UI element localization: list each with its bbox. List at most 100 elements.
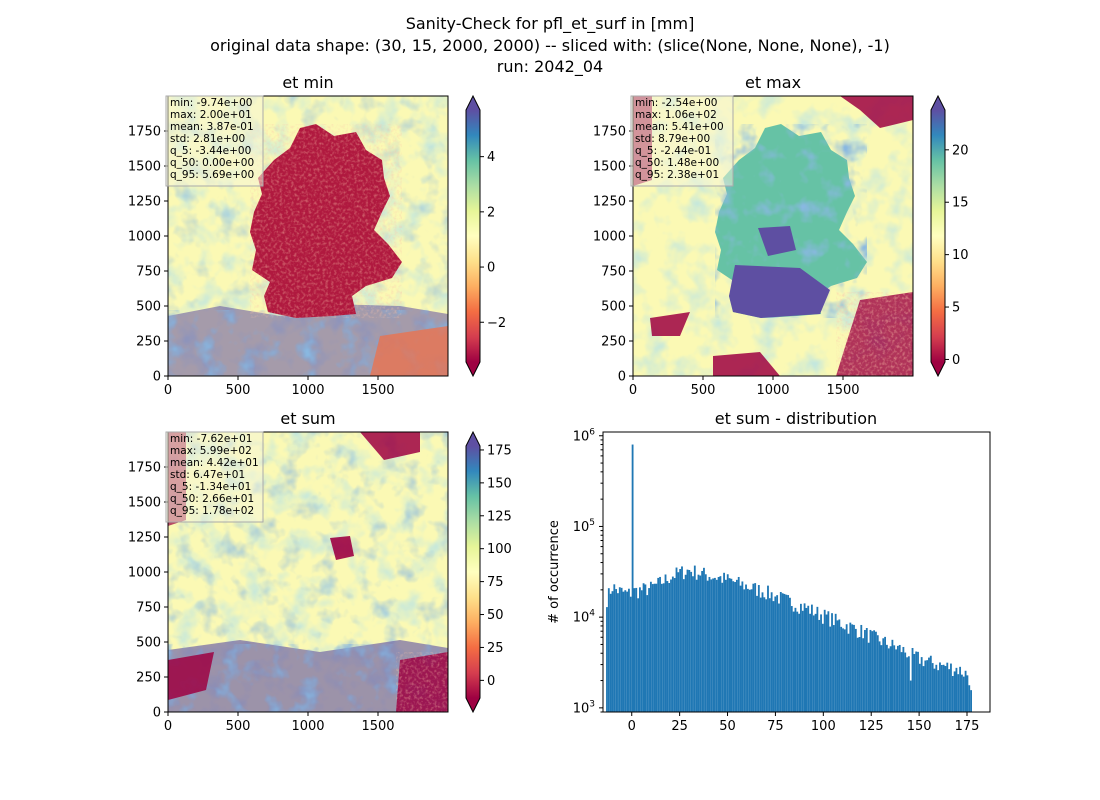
histogram-bar: [946, 662, 949, 712]
x-tick-label: 50: [719, 719, 736, 734]
histogram-bar: [668, 583, 671, 712]
histogram-bar: [875, 631, 877, 712]
x-tick-label: 500: [691, 383, 716, 398]
histogram-bar: [825, 614, 828, 712]
histogram-bar: [768, 598, 771, 712]
histogram-bar: [933, 668, 936, 712]
y-tick-label: 500: [136, 300, 161, 315]
histogram-bar: [783, 593, 786, 712]
y-tick-label: 0: [153, 706, 161, 721]
y-tick-label: 1250: [128, 531, 161, 546]
histogram-bar: [613, 584, 616, 712]
histogram-bar: [734, 582, 736, 712]
stat-mean: mean: 4.42e+01: [170, 457, 259, 469]
y-tick-label: 0: [153, 370, 161, 385]
axis-ticks: 0 500 1000 1500 0 250 500 750 1000 1250 1500 1750: [128, 461, 395, 735]
colorbar-extend-max: [466, 432, 480, 446]
colorbar-extend-min: [466, 698, 480, 712]
y-tick-label: 1000: [128, 230, 161, 245]
histogram-bar: [968, 685, 971, 712]
histogram-bar: [637, 598, 639, 712]
histogram-bar: [900, 652, 903, 712]
histogram-bar: [840, 626, 843, 712]
histogram-bar: [662, 583, 665, 712]
histogram-bar: [873, 630, 876, 712]
histogram-bar: [779, 591, 782, 712]
colorbar-extend-max: [931, 96, 945, 110]
histogram-bar: [657, 577, 660, 712]
histogram-bar: [896, 645, 899, 712]
histogram-bar: [911, 647, 914, 712]
y-tick-label: 1000: [593, 230, 626, 245]
panel-et-sum-distribution: et sum - distribution 0 25 50 75 100 125 150 17…: [547, 409, 991, 734]
histogram-bar: [706, 580, 709, 712]
x-tick-label: 0: [628, 719, 636, 734]
colorbar-extend-min: [466, 362, 480, 376]
histogram-bar: [735, 579, 738, 712]
colorbar-tick-label: 50: [487, 608, 504, 623]
histogram-bar: [677, 572, 680, 712]
histogram-bar: [920, 657, 923, 712]
histogram-bar: [717, 577, 720, 712]
histogram-bar: [860, 624, 863, 712]
x-tick-label: 150: [907, 719, 932, 734]
x-tick-label: 25: [671, 719, 688, 734]
histogram-bar: [781, 593, 784, 712]
histogram-bar: [664, 574, 667, 712]
y-tick-label: 750: [136, 265, 161, 280]
histogram-bar: [845, 624, 848, 712]
histogram-bar: [682, 579, 685, 712]
colorbar-tick-label: 175: [487, 443, 512, 458]
histogram-bar: [778, 603, 780, 712]
colorbar-gradient: [931, 110, 945, 362]
histogram-bar: [789, 597, 791, 712]
histogram-bar: [798, 613, 801, 712]
histogram-bar: [818, 619, 821, 712]
histogram-bar: [884, 636, 886, 712]
colorbar-tick-label: 125: [487, 509, 512, 524]
histogram-bar: [926, 660, 929, 712]
stat-min: min: -7.62e+01: [170, 433, 252, 445]
histogram-bar: [728, 578, 731, 712]
colorbar-tick-label: 150: [487, 476, 512, 491]
histogram-bar: [620, 587, 623, 712]
stats-box: min: -7.62e+01 max: 5.99e+02 mean: 4.42e…: [165, 431, 264, 523]
histogram-bar: [885, 644, 888, 712]
histogram-bar: [948, 669, 951, 712]
colorbar-outline: [465, 430, 481, 714]
histogram-bar: [865, 628, 868, 712]
histogram-bar: [653, 583, 656, 712]
histogram-bar: [803, 603, 806, 712]
histogram-bar: [701, 570, 704, 712]
histogram-bar: [831, 613, 833, 712]
histogram-bar: [942, 664, 945, 712]
histogram-bar: [699, 575, 702, 712]
histogram-bar: [823, 609, 826, 712]
histogram-bar: [618, 587, 621, 712]
histogram-bar: [950, 663, 952, 712]
histogram-bar: [821, 623, 824, 712]
histogram-bar: [648, 588, 650, 712]
y-tick-label: 104: [573, 609, 596, 626]
histogram-bar: [787, 595, 790, 712]
panel-et-sum: et sum 0 500 1000 1500025050075010001250150…: [128, 409, 512, 734]
stat-std: std: 8.79e+00: [635, 133, 710, 145]
histogram-bar: [761, 592, 764, 712]
histogram-bar: [801, 610, 804, 712]
histogram-bar: [739, 585, 742, 712]
colorbar-tick-label: 0: [487, 261, 495, 276]
y-tick-label: 1750: [128, 461, 161, 476]
y-tick-label: 1500: [128, 160, 161, 175]
histogram-bar: [686, 569, 689, 712]
histogram-bar: [929, 655, 932, 712]
stat-max: max: 2.00e+01: [170, 109, 252, 121]
y-axis-label: # of occurrence: [547, 520, 562, 624]
histogram-bar: [774, 596, 777, 712]
histogram-bar: [629, 596, 632, 712]
x-tick-label: 500: [226, 383, 251, 398]
histogram-bar: [649, 581, 652, 712]
histogram-bar: [816, 606, 819, 712]
histogram-bar: [659, 576, 661, 712]
histogram-bar: [909, 680, 912, 712]
histogram-bar: [759, 597, 762, 712]
